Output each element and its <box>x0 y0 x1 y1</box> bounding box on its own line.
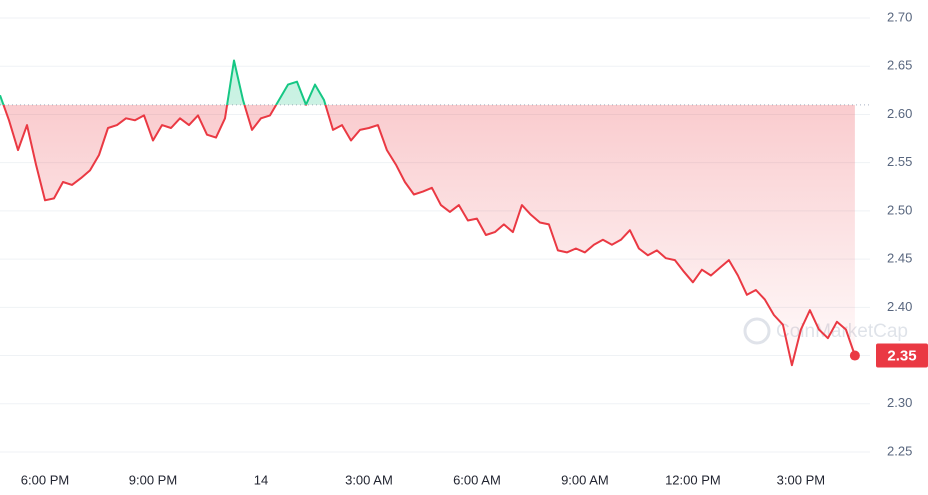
x-tick-label: 12:00 PM <box>665 472 721 487</box>
y-tick-label: 2.50 <box>887 202 912 217</box>
area-above <box>0 60 326 105</box>
x-tick-label: 3:00 PM <box>777 472 825 487</box>
plot <box>0 59 870 367</box>
y-tick-label: 2.70 <box>887 9 912 24</box>
y-tick-label: 2.45 <box>887 251 912 266</box>
line-below <box>2 104 856 367</box>
watermark-logo <box>743 317 771 345</box>
area-below <box>0 104 855 366</box>
y-tick-label: 2.55 <box>887 154 912 169</box>
y-tick-label: 2.40 <box>887 299 912 314</box>
last-point <box>849 350 860 361</box>
y-tick-label: 2.60 <box>887 106 912 121</box>
y-tick-label: 2.25 <box>887 443 912 458</box>
price-tag <box>876 343 928 368</box>
x-tick-label: 14 <box>254 472 268 487</box>
x-tick-label: 9:00 PM <box>129 472 177 487</box>
x-tick-label: 3:00 AM <box>345 472 393 487</box>
price-tag-label: 2.35 <box>887 348 916 365</box>
watermark-text: CoinMarketCap <box>776 321 908 342</box>
y-tick-label: 2.65 <box>887 58 912 73</box>
x-tick-label: 9:00 AM <box>561 472 609 487</box>
grid <box>0 17 870 453</box>
x-tick-label: 6:00 PM <box>21 472 69 487</box>
watermark: CoinMarketCap <box>743 317 908 345</box>
x-tick-label: 6:00 AM <box>453 472 501 487</box>
y-tick-label: 2.30 <box>887 395 912 410</box>
